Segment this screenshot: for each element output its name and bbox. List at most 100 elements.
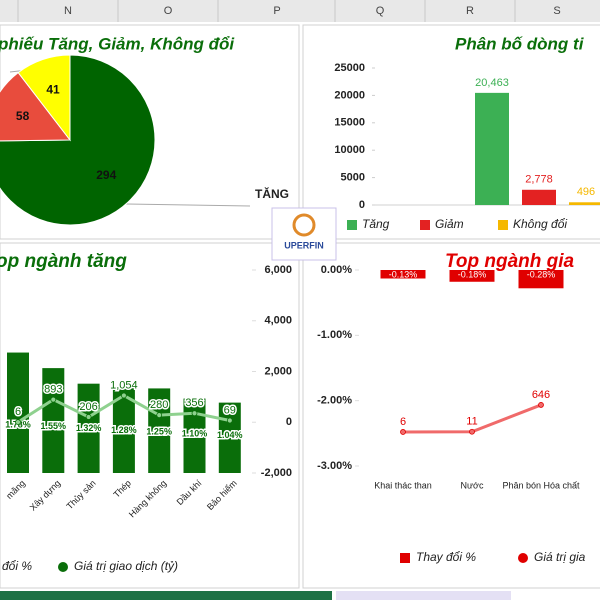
legend-label: Tăng xyxy=(362,217,390,231)
line-value-label: 893 xyxy=(44,383,62,395)
line-marker xyxy=(191,410,198,417)
line-value-label: 206 xyxy=(79,401,97,413)
panel xyxy=(302,242,600,589)
x-tick-label: Nước xyxy=(461,480,484,490)
column-dividers xyxy=(17,0,516,22)
chart-title: phiếu Tăng, Giảm, Không đổi xyxy=(0,34,235,53)
legend-label: Giá trị giao dịch (tỷ) xyxy=(74,559,178,573)
y-tick-label: -1.00% xyxy=(317,329,352,341)
legend-label: Giá trị gia xyxy=(534,550,586,564)
x-tick-label: Khai thác than xyxy=(374,480,432,490)
bar-value-label: 1.25% xyxy=(146,427,172,437)
bar xyxy=(77,383,100,473)
bar xyxy=(7,352,29,473)
legend-swatch xyxy=(58,562,68,572)
bar-value-label: 1.10% xyxy=(182,428,208,438)
line-value-label: 1,054 xyxy=(110,379,138,391)
bar xyxy=(475,92,509,205)
y2-tick-label: 4,000 xyxy=(264,315,292,327)
y2-tick-label: 6,000 xyxy=(264,264,292,276)
slice-label: 58 xyxy=(16,109,30,123)
bar xyxy=(148,388,171,473)
line-value-label: 280 xyxy=(150,399,168,411)
y-tick-label: 25000 xyxy=(334,62,365,74)
chart-title: Top ngành gia xyxy=(445,251,575,272)
bar-value-label: -0.28% xyxy=(527,269,556,279)
y-tick-label: 10000 xyxy=(334,144,365,156)
y2-tick-label: 2,000 xyxy=(264,365,292,377)
panel xyxy=(302,24,600,240)
column-header-bar xyxy=(0,0,600,22)
y-tick-label: 0 xyxy=(359,199,365,211)
column-header: Q xyxy=(376,5,385,17)
line-value-label: 6 xyxy=(400,416,406,428)
chart-title: op ngành tăng xyxy=(0,251,127,272)
bar-value-label: 1.04% xyxy=(217,430,243,440)
slice-label: 41 xyxy=(46,82,60,96)
line-marker xyxy=(226,417,233,424)
line-value-label: 6 xyxy=(15,406,21,418)
line-marker xyxy=(538,402,544,408)
line-value-label: 356 xyxy=(185,397,203,409)
pie-slice xyxy=(17,54,71,142)
chart-title: Phân bố dòng ti xyxy=(455,34,585,53)
bar-value-label: 1.32% xyxy=(76,423,102,433)
pie-slice xyxy=(0,54,156,226)
y2-tick-label: 0 xyxy=(286,416,292,428)
line-value-label: 646 xyxy=(532,389,550,401)
y-tick-label: 5000 xyxy=(341,172,365,184)
y-tick-label: 15000 xyxy=(334,117,365,129)
legend-label: đổi % xyxy=(2,559,32,573)
column-header: O xyxy=(164,5,173,17)
bar xyxy=(42,368,65,473)
bar xyxy=(449,270,495,282)
column-header: N xyxy=(64,5,72,17)
line-marker xyxy=(156,412,163,419)
annotation: TĂNG xyxy=(255,186,289,201)
line-marker xyxy=(15,419,21,425)
y-tick-label: 0.00% xyxy=(321,264,352,276)
y-tick-label: 20000 xyxy=(334,89,365,101)
y-tick-label: -3.00% xyxy=(317,460,352,472)
bar xyxy=(183,398,206,473)
legend-swatch xyxy=(420,220,430,230)
line-value-label: 11 xyxy=(466,416,477,428)
bar-value-label: 20,463 xyxy=(475,77,509,89)
bar-value-label: 1.28% xyxy=(111,425,137,435)
line-marker xyxy=(85,414,92,420)
legend-swatch xyxy=(347,220,357,230)
y2-tick-label: -2,000 xyxy=(261,467,292,479)
logo-icon xyxy=(292,213,316,237)
legend-label: Thay đổi % xyxy=(416,550,476,564)
bar-value-label: 2,778 xyxy=(525,174,553,186)
bar xyxy=(112,386,135,473)
bar xyxy=(569,202,600,205)
column-header: S xyxy=(553,5,560,17)
bar-value-label: -0.18% xyxy=(458,269,487,279)
bar-value-label: 496 xyxy=(577,186,595,198)
line-marker xyxy=(469,428,475,435)
legend-swatch xyxy=(518,553,528,563)
line-value-label: 69 xyxy=(224,404,236,416)
column-header: P xyxy=(273,5,280,17)
sheet-tab xyxy=(336,591,511,600)
legend-swatch xyxy=(498,220,508,230)
bar xyxy=(518,270,564,289)
logo-text: UPERFIN xyxy=(284,240,324,250)
bar-value-label: 1.55% xyxy=(41,421,67,431)
x-tick-label: Phân bón Hóa chất xyxy=(502,480,580,490)
slice-label: 294 xyxy=(96,168,116,182)
legend-swatch xyxy=(400,553,410,563)
line-marker xyxy=(121,392,127,399)
line-marker xyxy=(400,429,406,435)
y-tick-label: -2.00% xyxy=(317,395,352,407)
bar-value-label: -0.13% xyxy=(389,269,418,279)
sheet-tab xyxy=(0,591,332,600)
leader-line xyxy=(124,203,251,207)
bar xyxy=(380,270,426,279)
column-header: R xyxy=(466,5,474,17)
legend-label: Giảm xyxy=(435,217,464,231)
bar xyxy=(522,189,556,205)
line-marker xyxy=(50,396,57,403)
